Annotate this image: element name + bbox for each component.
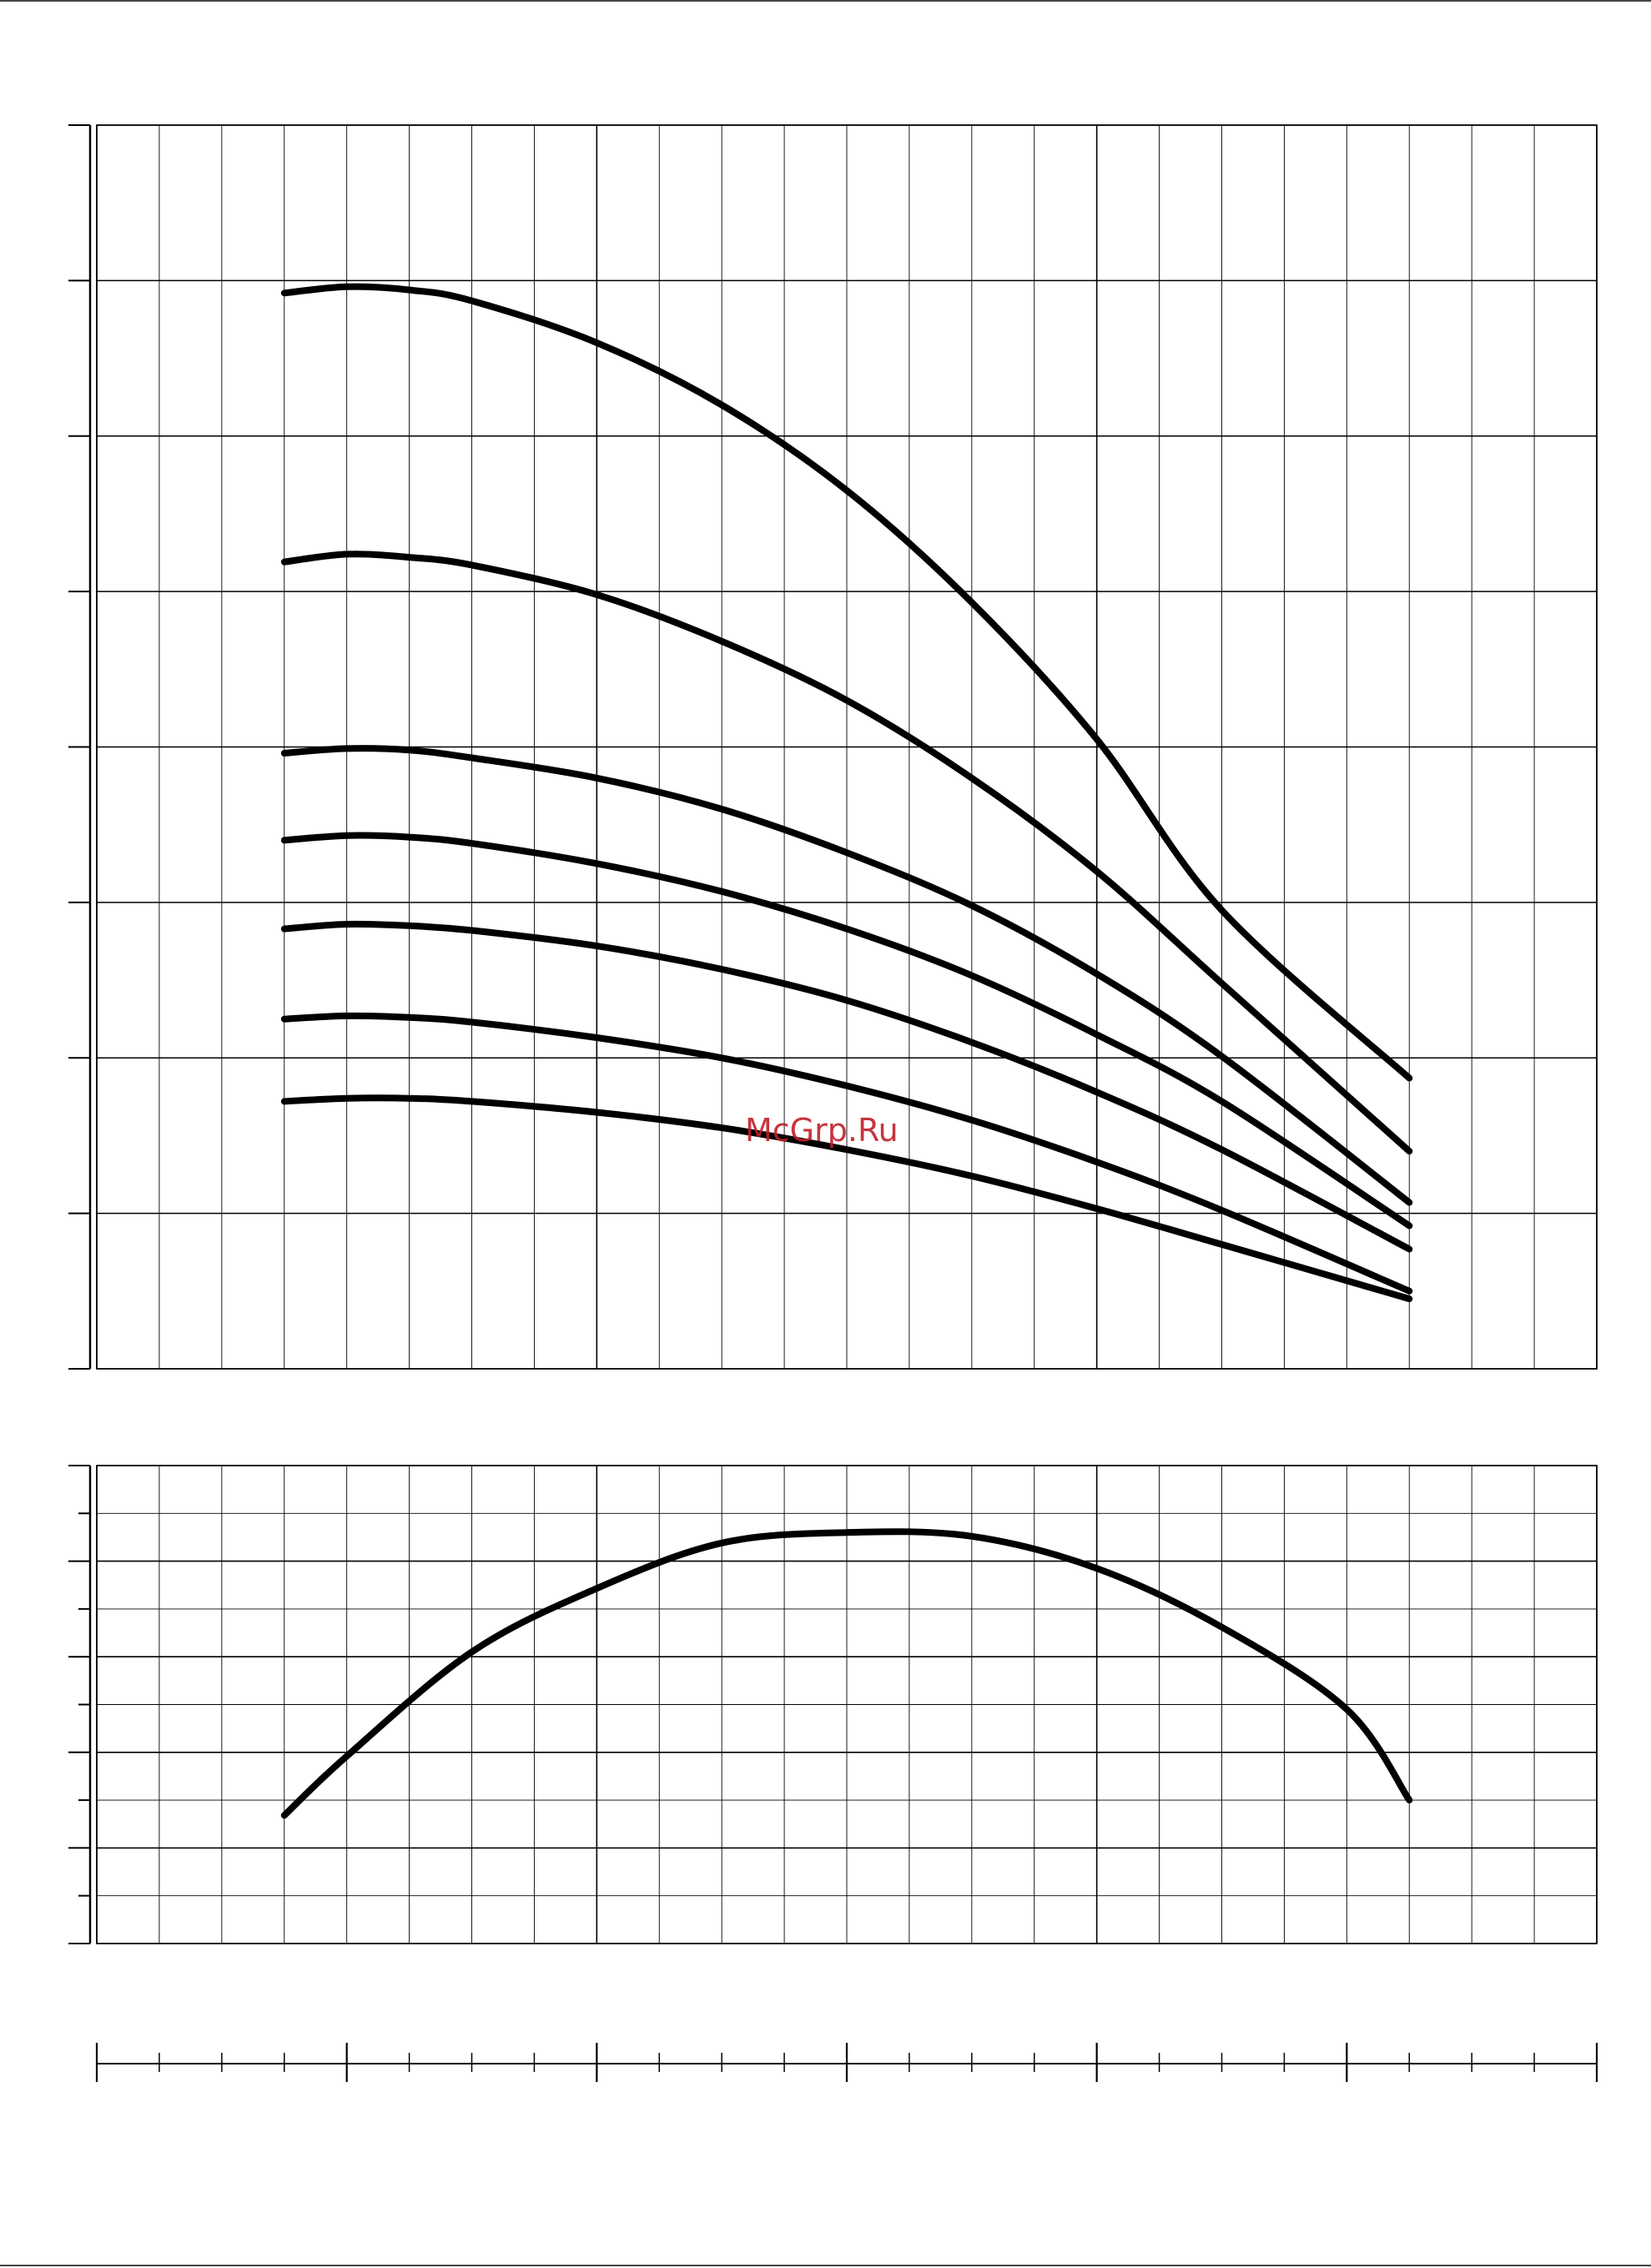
bottom-scale xyxy=(95,2043,1598,2082)
efficiency-chart xyxy=(68,1465,1598,1944)
head-chart xyxy=(68,124,1598,1370)
head-series-2-line xyxy=(280,551,1413,1155)
head-series-3-line xyxy=(280,745,1413,1206)
head-series-5-line xyxy=(280,920,1413,1253)
efficiency-series-1-line xyxy=(280,1528,1413,1819)
head-frame xyxy=(96,124,1598,1370)
head-series-1-line xyxy=(280,283,1413,1082)
watermark: McGrp.Ru xyxy=(745,1112,898,1149)
head-series-6-line xyxy=(280,1012,1413,1295)
head-series-7-line xyxy=(280,1094,1413,1303)
efficiency-frame xyxy=(96,1465,1598,1944)
head-series-4-line xyxy=(280,832,1413,1230)
